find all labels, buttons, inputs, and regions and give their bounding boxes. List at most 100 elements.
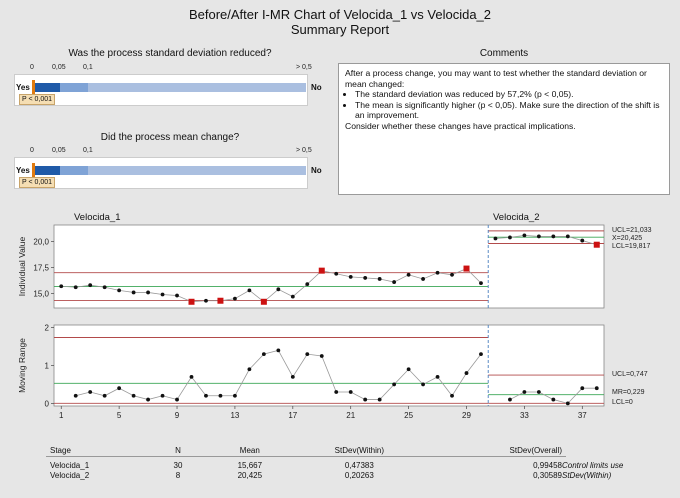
control-limit-label: UCL=0,747 xyxy=(612,371,648,378)
stats-header-divider xyxy=(46,456,566,457)
out-of-control-point xyxy=(188,298,195,305)
data-point xyxy=(493,236,498,241)
x-tick-label: 9 xyxy=(175,411,180,420)
y-axis-label: Moving Range xyxy=(17,338,27,393)
stats-header-row: Stage N Mean StDev(Within) StDev(Overall… xyxy=(46,444,566,456)
mean-test-question: Did the process mean change? xyxy=(100,132,240,143)
stage-label-1: Velocida_1 xyxy=(74,212,120,223)
series-line xyxy=(495,234,597,246)
data-point xyxy=(102,285,107,290)
comments-bullet: The standard deviation was reduced by 57… xyxy=(355,89,663,100)
control-limit-label: LCL=0 xyxy=(612,399,633,406)
data-point xyxy=(233,296,237,301)
page-subtitle: Summary Report xyxy=(290,22,390,37)
data-point xyxy=(175,397,179,402)
data-point xyxy=(565,401,570,406)
data-point xyxy=(102,393,107,398)
stats-table: Stage N Mean StDev(Within) StDev(Overall… xyxy=(46,444,566,480)
y-axis-label: Individual Value xyxy=(17,237,27,297)
data-point xyxy=(406,272,411,277)
out-of-control-point xyxy=(463,265,470,272)
y-tick-label: 1 xyxy=(45,362,50,371)
mean-no-label: No xyxy=(311,166,322,175)
comments-box: After a process change, you may want to … xyxy=(338,63,670,195)
data-point xyxy=(146,290,150,295)
data-point xyxy=(348,274,353,279)
control-limit-label: X=20,425 xyxy=(612,235,642,242)
mean-yes-label: Yes xyxy=(16,166,30,175)
data-point xyxy=(594,386,599,391)
data-point xyxy=(421,382,425,387)
data-point xyxy=(406,367,411,372)
data-point xyxy=(88,283,93,288)
col-header-stdev-within: StDev(Within) xyxy=(334,445,385,455)
data-point xyxy=(160,292,165,297)
data-point xyxy=(276,348,281,353)
data-point xyxy=(522,233,527,238)
data-point xyxy=(508,235,512,240)
cell-mean: 20,425 xyxy=(237,470,263,480)
mean-bar-light-segment xyxy=(88,166,306,175)
data-point xyxy=(363,397,368,402)
data-point xyxy=(479,281,483,285)
individual-value-chart: Velocida_1 Velocida_2 15,0 17,5 20,0 Individu… xyxy=(17,212,652,309)
data-point xyxy=(522,390,527,394)
data-point xyxy=(73,285,78,290)
stats-row-velocida-1: Velocida_1 30 15,667 0,47383 0,99458 xyxy=(46,460,566,470)
data-point xyxy=(175,293,179,298)
x-tick-label: 29 xyxy=(462,411,471,420)
x-tick-label: 33 xyxy=(520,411,529,420)
data-point xyxy=(261,352,266,357)
cell-n: 30 xyxy=(173,460,183,470)
data-point xyxy=(464,371,469,375)
data-point xyxy=(348,390,353,394)
mean-tick-005: 0,05 xyxy=(52,147,66,154)
sd-test-question: Was the process standard deviation reduc… xyxy=(68,48,272,59)
data-point xyxy=(536,234,541,239)
comments-list: The standard deviation was reduced by 57… xyxy=(345,89,663,121)
comments-title: Comments xyxy=(479,48,529,59)
y-tick-label: 17,5 xyxy=(33,264,49,273)
cell-stdev-overall: 0,30589 xyxy=(533,470,562,480)
data-point xyxy=(73,393,78,398)
cell-stdev-within: 0,47383 xyxy=(344,460,374,470)
sd-tick-005: 0,05 xyxy=(52,64,66,71)
control-limits-note-2: StDev(Within) xyxy=(562,471,612,480)
data-point xyxy=(450,272,454,277)
data-point xyxy=(131,393,136,398)
data-point xyxy=(146,397,150,402)
data-point xyxy=(117,386,122,391)
out-of-control-point xyxy=(260,298,267,305)
data-point xyxy=(334,390,339,394)
sd-bar-dark-segment xyxy=(32,83,60,92)
page-title: Before/After I-MR Chart of Velocida_1 vs… xyxy=(188,7,492,22)
data-point xyxy=(160,393,165,398)
data-point xyxy=(276,287,281,292)
data-point xyxy=(204,393,208,398)
mean-bar-dark-segment xyxy=(32,166,60,175)
data-point xyxy=(421,277,425,281)
data-point xyxy=(565,234,570,239)
data-point xyxy=(305,352,310,357)
cell-stdev-within: 0,20263 xyxy=(344,470,374,480)
mean-tick-0: 0 xyxy=(30,147,34,154)
mean-tick-01: 0,1 xyxy=(83,147,93,154)
mean-bar-mid-segment xyxy=(60,166,88,175)
cell-stdev-overall: 0,99458 xyxy=(533,460,562,470)
col-header-stdev-overall: StDev(Overall) xyxy=(509,445,562,455)
y-tick-label: 0 xyxy=(45,399,50,408)
data-point xyxy=(580,386,585,391)
control-limit-label: MR=0,229 xyxy=(612,389,645,396)
mean-p-value-badge: P < 0,001 xyxy=(19,177,56,188)
out-of-control-point xyxy=(318,267,325,274)
data-point xyxy=(479,352,483,357)
data-point xyxy=(392,280,397,284)
data-point xyxy=(508,397,512,402)
data-point xyxy=(131,290,136,295)
data-point xyxy=(551,234,556,239)
sd-tick-01: 0,1 xyxy=(83,64,93,71)
plot-area xyxy=(53,324,605,407)
x-tick-label: 5 xyxy=(117,411,122,420)
data-point xyxy=(319,354,324,358)
